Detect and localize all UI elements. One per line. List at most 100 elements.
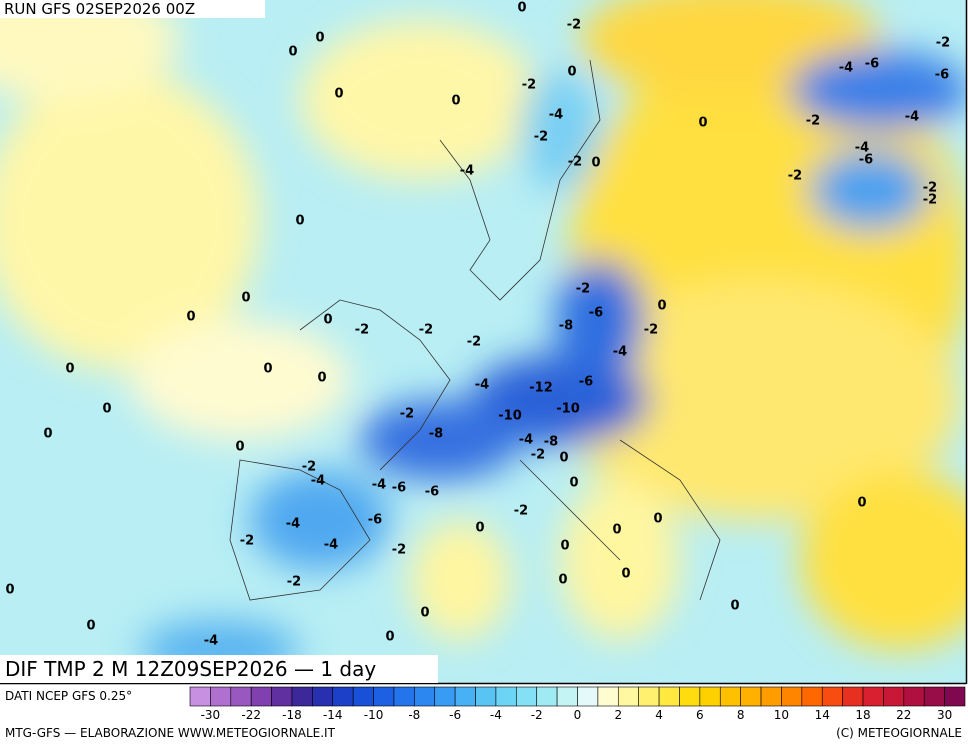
contour-label: -2 (392, 543, 406, 558)
colorbar-tick-label: -14 (323, 708, 343, 722)
colorbar-swatch (454, 686, 476, 707)
contour-label: -4 (475, 378, 489, 393)
contour-label: -2 (419, 323, 433, 338)
contour-label: -2 (302, 460, 316, 475)
contour-label: 0 (288, 45, 297, 60)
colorbar-swatch (781, 686, 803, 707)
map-title: DIF TMP 2 M 12Z09SEP2026 — 1 day (5, 657, 376, 681)
contour-label: 0 (317, 371, 326, 386)
colorbar-swatch (556, 686, 578, 707)
colorbar-tick-label: -8 (408, 708, 420, 722)
contour-label: -4 (460, 164, 474, 179)
colorbar-swatch (760, 686, 782, 707)
contour-label: -2 (567, 18, 581, 33)
contour-label: 0 (475, 521, 484, 536)
colorbar-tick-label: 14 (815, 708, 830, 722)
colorbar-tick-label: 30 (937, 708, 952, 722)
colorbar-swatch (414, 686, 436, 707)
colorbar-swatch (332, 686, 354, 707)
contour-label: -4 (613, 345, 627, 360)
contour-label: -4 (372, 478, 386, 493)
contour-label: -4 (324, 538, 338, 553)
contour-label: -10 (498, 409, 522, 424)
contour-label: -4 (286, 517, 300, 532)
contour-label: 0 (451, 94, 460, 109)
colorbar-swatch (210, 686, 232, 707)
colorbar-swatch (638, 686, 660, 707)
colorbar-tick-label: -18 (282, 708, 302, 722)
colorbar-tick-label: 6 (696, 708, 704, 722)
colorbar-swatch (475, 686, 497, 707)
contour-label: 0 (591, 156, 600, 171)
contour-label: 0 (857, 496, 866, 511)
contour-label: -2 (531, 448, 545, 463)
colorbar-tick-label: 8 (737, 708, 745, 722)
colorbar-swatch (312, 686, 334, 707)
contour-label: 0 (559, 451, 568, 466)
data-source: DATI NCEP GFS 0.25° (5, 689, 132, 703)
contour-label: 0 (653, 512, 662, 527)
colorbar-swatch (944, 686, 966, 707)
contour-label: -4 (519, 433, 533, 448)
contour-label: -8 (559, 319, 573, 334)
contour-label: 0 (698, 116, 707, 131)
colorbar-swatch (740, 686, 762, 707)
contour-label: 0 (43, 427, 52, 442)
contour-label: -2 (806, 114, 820, 129)
contour-label: -6 (589, 306, 603, 321)
colorbar-tick-label: -10 (364, 708, 384, 722)
contour-label: -2 (287, 575, 301, 590)
colorbar-swatch (719, 686, 741, 707)
contour-label: -8 (429, 427, 443, 442)
contour-label: -6 (368, 513, 382, 528)
colorbar-swatch (577, 686, 599, 707)
contour-label: -2 (522, 78, 536, 93)
colorbar-swatch (597, 686, 619, 707)
contour-labels: 0-20 -20-4 -6-60-20 0-40 -2 -4-2-4-6-2 0-4 -2-2… (5, 1, 950, 649)
contour-label: 0 (241, 291, 250, 306)
contour-label: -6 (859, 153, 873, 168)
run-header: RUN GFS 02SEP2026 00Z (4, 0, 195, 18)
map-field (0, 0, 966, 683)
colorbar-swatch (271, 686, 293, 707)
contour-label: -2 (467, 335, 481, 350)
contour-label: -6 (392, 481, 406, 496)
colorbar-tick-label: -2 (531, 708, 543, 722)
contour-label: -6 (579, 375, 593, 390)
contour-label: 0 (334, 87, 343, 102)
colorbar-swatch (699, 686, 721, 707)
colorbar-swatch (516, 686, 538, 707)
contour-label: 0 (569, 476, 578, 491)
colorbar-swatch (821, 686, 843, 707)
contour-label: -4 (549, 108, 563, 123)
colorbar-swatch (393, 686, 415, 707)
contour-label: 0 (730, 599, 739, 614)
colorbar-swatch (250, 686, 272, 707)
contour-label: -2 (923, 193, 937, 208)
colorbar-tick-label: 4 (655, 708, 663, 722)
contour-label: -12 (529, 381, 553, 396)
contour-label: 0 (102, 402, 111, 417)
contour-label: 0 (560, 539, 569, 554)
contour-label: 0 (263, 362, 272, 377)
contour-label: -4 (905, 110, 919, 125)
contour-label: 0 (657, 299, 666, 314)
contour-label: -8 (544, 435, 558, 450)
contour-label: 0 (420, 606, 429, 621)
colorbar-swatch (903, 686, 925, 707)
contour-label: -2 (576, 282, 590, 297)
colorbar-swatch (352, 686, 374, 707)
colorbar-tick-label: -30 (201, 708, 221, 722)
footer-left: MTG-GFS — ELABORAZIONE WWW.METEOGIORNALE… (5, 726, 336, 740)
contour-label: -6 (935, 68, 949, 83)
contour-label: -2 (936, 36, 950, 51)
contour-label: 0 (621, 567, 630, 582)
contour-label: -4 (204, 634, 218, 649)
contour-label: -2 (644, 323, 658, 338)
contour-label: -4 (311, 474, 325, 489)
contour-label: 0 (517, 1, 526, 16)
colorbar-swatch (434, 686, 456, 707)
contour-label: -2 (923, 181, 937, 196)
colorbar-swatch (679, 686, 701, 707)
